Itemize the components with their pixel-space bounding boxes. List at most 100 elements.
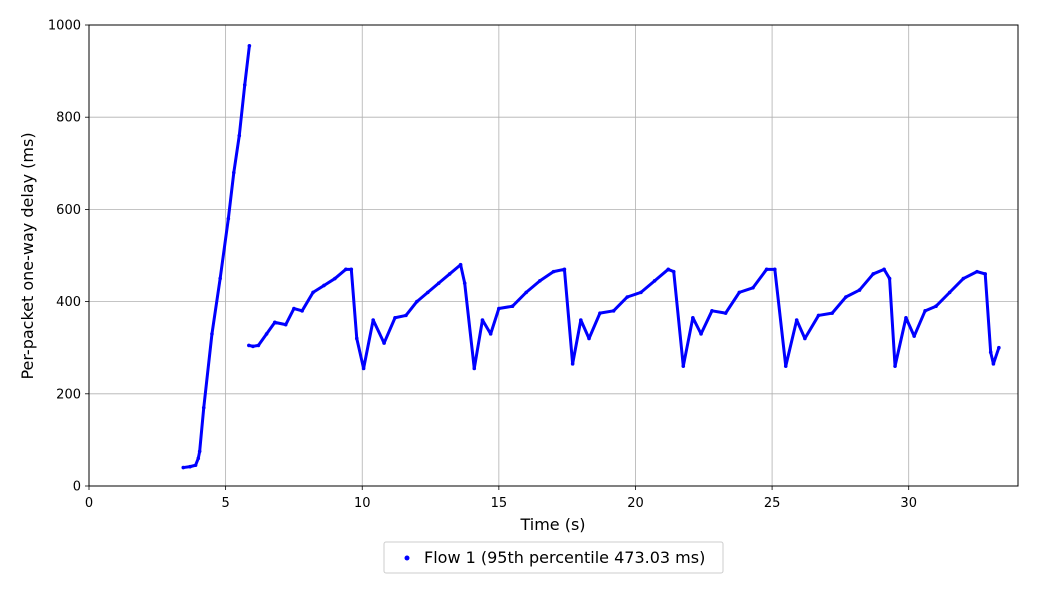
data-point <box>639 290 643 295</box>
data-point <box>997 345 1001 350</box>
y-tick-label: 400 <box>56 295 81 310</box>
x-tick-label: 30 <box>900 496 917 511</box>
data-point <box>570 362 575 366</box>
data-point <box>857 288 862 292</box>
data-point <box>524 290 528 295</box>
data-point <box>923 309 927 313</box>
data-point <box>510 304 515 309</box>
data-point <box>764 267 769 272</box>
data-point <box>871 272 875 276</box>
plot-area <box>181 43 1001 470</box>
data-point <box>691 315 695 320</box>
data-point <box>488 332 493 336</box>
data-point <box>232 170 236 175</box>
data-point <box>893 364 897 368</box>
data-point <box>181 465 186 470</box>
legend-box <box>383 541 724 574</box>
data-point <box>472 366 477 371</box>
x-tick-label: 0 <box>85 496 93 511</box>
data-point <box>273 320 277 325</box>
data-point <box>462 281 467 285</box>
series-trace <box>181 44 251 470</box>
data-point <box>436 281 441 285</box>
data-point <box>737 290 742 295</box>
data-point <box>652 279 657 283</box>
axis-ticks: 0 5 10 15 20 25 30 0 200 400 600 800 1000 <box>48 19 917 512</box>
data-point <box>415 299 419 304</box>
data-point <box>681 364 686 368</box>
x-tick-label: 25 <box>764 496 781 511</box>
data-point <box>671 269 676 274</box>
data-point <box>497 306 501 311</box>
data-point <box>247 343 251 348</box>
data-point <box>393 315 397 320</box>
data-point <box>458 262 463 267</box>
data-point <box>816 313 821 318</box>
legend-marker <box>404 555 410 561</box>
data-point <box>264 332 269 336</box>
data-point <box>625 295 630 299</box>
data-point <box>201 405 206 410</box>
data-point <box>354 336 359 341</box>
data-point <box>188 464 192 469</box>
data-point <box>218 276 222 281</box>
data-point <box>598 311 602 315</box>
data-point <box>773 267 777 272</box>
data-point <box>311 290 315 295</box>
y-tick-label: 1000 <box>48 19 81 34</box>
data-point <box>961 276 966 281</box>
legend: Flow 1 (95th percentile 473.03 ms) <box>383 541 724 574</box>
data-point <box>447 272 452 276</box>
data-point <box>322 283 326 288</box>
grid <box>88 24 1018 487</box>
data-point <box>349 267 354 272</box>
data-point <box>480 318 485 322</box>
data-point <box>197 449 202 454</box>
data-point <box>237 133 242 138</box>
data-point <box>783 364 788 368</box>
data-point <box>404 313 408 318</box>
x-tick-label: 15 <box>491 496 508 511</box>
data-point <box>256 343 261 348</box>
y-tick-label: 600 <box>56 203 81 218</box>
x-tick-label: 20 <box>627 496 644 511</box>
data-point <box>426 290 430 295</box>
data-point <box>723 311 728 315</box>
x-tick-label: 5 <box>221 496 229 511</box>
y-axis-title: Per-packet one-way delay (ms) <box>18 132 37 379</box>
data-point <box>947 290 952 295</box>
data-point <box>538 279 542 283</box>
data-point <box>562 267 567 272</box>
data-point <box>382 341 386 345</box>
data-point <box>242 83 247 87</box>
x-axis-title: Time (s) <box>519 515 585 534</box>
data-point <box>710 309 714 313</box>
data-point <box>983 272 988 276</box>
data-point <box>904 315 908 320</box>
data-point <box>292 306 296 311</box>
data-point <box>361 366 366 371</box>
series-trace <box>247 263 1001 370</box>
data-point <box>803 336 807 341</box>
data-point <box>300 309 304 313</box>
data-point <box>371 318 375 322</box>
data-point <box>830 311 834 315</box>
x-tick-label: 10 <box>354 496 371 511</box>
data-point <box>247 43 252 48</box>
data-point <box>794 318 799 322</box>
data-point <box>934 304 938 309</box>
y-tick-label: 800 <box>56 111 81 126</box>
data-point <box>196 456 201 461</box>
data-point <box>210 332 214 336</box>
data-point <box>226 216 231 221</box>
data-point <box>882 267 886 272</box>
data-point <box>912 334 916 338</box>
data-point <box>333 276 337 281</box>
data-point <box>887 276 892 281</box>
y-tick-label: 200 <box>56 387 81 402</box>
data-point <box>751 285 755 290</box>
data-point <box>579 318 583 322</box>
data-point <box>991 362 996 366</box>
data-point <box>611 309 616 313</box>
data-point <box>344 267 348 272</box>
